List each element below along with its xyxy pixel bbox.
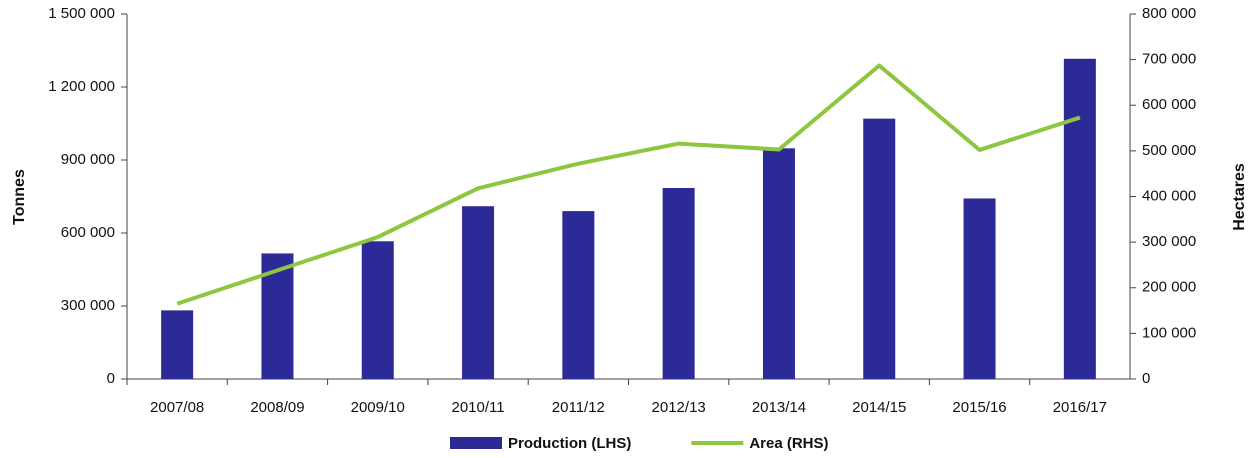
bar [462, 206, 495, 379]
y-tick-label: 300 000 [61, 297, 115, 314]
x-tick-label: 2014/15 [852, 399, 906, 416]
legend-swatch [450, 437, 502, 449]
bar [161, 310, 194, 379]
bar [963, 198, 996, 379]
x-tick-label: 2012/13 [652, 399, 706, 416]
bar [762, 148, 795, 379]
y-tick-label: 0 [107, 370, 115, 387]
bar [562, 211, 595, 379]
y2-tick-label: 500 000 [1142, 142, 1196, 159]
y2-tick-label: 400 000 [1142, 187, 1196, 204]
y2-tick-label: 600 000 [1142, 96, 1196, 113]
x-tick-label: 2013/14 [752, 399, 806, 416]
bar [361, 241, 394, 379]
x-tick-label: 2009/10 [351, 399, 405, 416]
bar [863, 118, 896, 379]
y-axis-title: Tonnes [11, 169, 28, 225]
bar [662, 187, 695, 379]
y2-tick-label: 0 [1142, 370, 1150, 387]
y-tick-label: 1 500 000 [48, 5, 115, 22]
y2-tick-label: 200 000 [1142, 279, 1196, 296]
legend-label: Area (RHS) [749, 435, 828, 452]
y2-axis-title: Hectares [1231, 163, 1248, 231]
legend-label: Production (LHS) [508, 435, 631, 452]
y2-tick-label: 100 000 [1142, 324, 1196, 341]
x-tick-label: 2010/11 [451, 399, 504, 416]
x-tick-label: 2015/16 [952, 399, 1006, 416]
y2-tick-label: 700 000 [1142, 51, 1196, 68]
x-tick-label: 2016/17 [1053, 399, 1107, 416]
x-tick-label: 2011/12 [552, 399, 605, 416]
bar [1063, 58, 1096, 379]
y2-tick-label: 300 000 [1142, 233, 1196, 250]
x-tick-label: 2008/09 [250, 399, 304, 416]
y-tick-label: 1 200 000 [48, 78, 115, 95]
y-tick-label: 900 000 [61, 151, 115, 168]
x-tick-label: 2007/08 [150, 399, 204, 416]
y-tick-label: 600 000 [61, 224, 115, 241]
y2-tick-label: 800 000 [1142, 5, 1196, 22]
line [176, 63, 1081, 306]
